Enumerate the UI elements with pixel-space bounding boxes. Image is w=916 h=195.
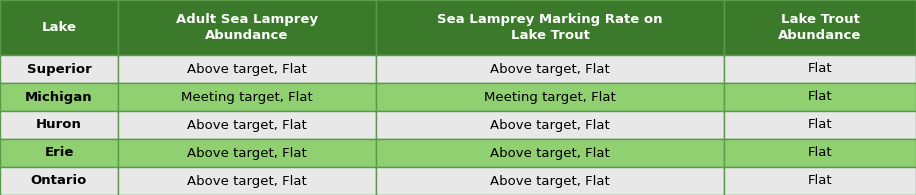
FancyBboxPatch shape xyxy=(0,55,118,83)
Text: Huron: Huron xyxy=(36,119,82,131)
Text: Ontario: Ontario xyxy=(31,175,87,188)
Text: Erie: Erie xyxy=(44,146,73,160)
FancyBboxPatch shape xyxy=(118,83,376,111)
FancyBboxPatch shape xyxy=(724,0,916,55)
Text: Above target, Flat: Above target, Flat xyxy=(187,119,307,131)
FancyBboxPatch shape xyxy=(376,0,724,55)
FancyBboxPatch shape xyxy=(724,167,916,195)
FancyBboxPatch shape xyxy=(118,55,376,83)
Text: Above target, Flat: Above target, Flat xyxy=(187,146,307,160)
Text: Meeting target, Flat: Meeting target, Flat xyxy=(485,90,616,104)
FancyBboxPatch shape xyxy=(118,139,376,167)
FancyBboxPatch shape xyxy=(118,0,376,55)
FancyBboxPatch shape xyxy=(376,139,724,167)
FancyBboxPatch shape xyxy=(376,55,724,83)
Text: Above target, Flat: Above target, Flat xyxy=(490,63,610,75)
FancyBboxPatch shape xyxy=(118,111,376,139)
Text: Above target, Flat: Above target, Flat xyxy=(187,63,307,75)
Text: Above target, Flat: Above target, Flat xyxy=(187,175,307,188)
Text: Flat: Flat xyxy=(808,146,833,160)
Text: Flat: Flat xyxy=(808,63,833,75)
FancyBboxPatch shape xyxy=(724,111,916,139)
FancyBboxPatch shape xyxy=(118,167,376,195)
FancyBboxPatch shape xyxy=(724,55,916,83)
Text: Above target, Flat: Above target, Flat xyxy=(490,119,610,131)
Text: Lake: Lake xyxy=(41,21,77,34)
FancyBboxPatch shape xyxy=(0,167,118,195)
FancyBboxPatch shape xyxy=(724,83,916,111)
FancyBboxPatch shape xyxy=(376,83,724,111)
FancyBboxPatch shape xyxy=(0,0,118,55)
FancyBboxPatch shape xyxy=(376,167,724,195)
Text: Above target, Flat: Above target, Flat xyxy=(490,146,610,160)
Text: Lake Trout
Abundance: Lake Trout Abundance xyxy=(779,13,862,42)
Text: Adult Sea Lamprey
Abundance: Adult Sea Lamprey Abundance xyxy=(176,13,318,42)
Text: Sea Lamprey Marking Rate on
Lake Trout: Sea Lamprey Marking Rate on Lake Trout xyxy=(437,13,663,42)
Text: Michigan: Michigan xyxy=(25,90,93,104)
Text: Above target, Flat: Above target, Flat xyxy=(490,175,610,188)
FancyBboxPatch shape xyxy=(0,83,118,111)
Text: Flat: Flat xyxy=(808,119,833,131)
FancyBboxPatch shape xyxy=(376,111,724,139)
Text: Flat: Flat xyxy=(808,90,833,104)
Text: Meeting target, Flat: Meeting target, Flat xyxy=(181,90,313,104)
FancyBboxPatch shape xyxy=(724,139,916,167)
Text: Superior: Superior xyxy=(27,63,92,75)
FancyBboxPatch shape xyxy=(0,139,118,167)
Text: Flat: Flat xyxy=(808,175,833,188)
FancyBboxPatch shape xyxy=(0,111,118,139)
